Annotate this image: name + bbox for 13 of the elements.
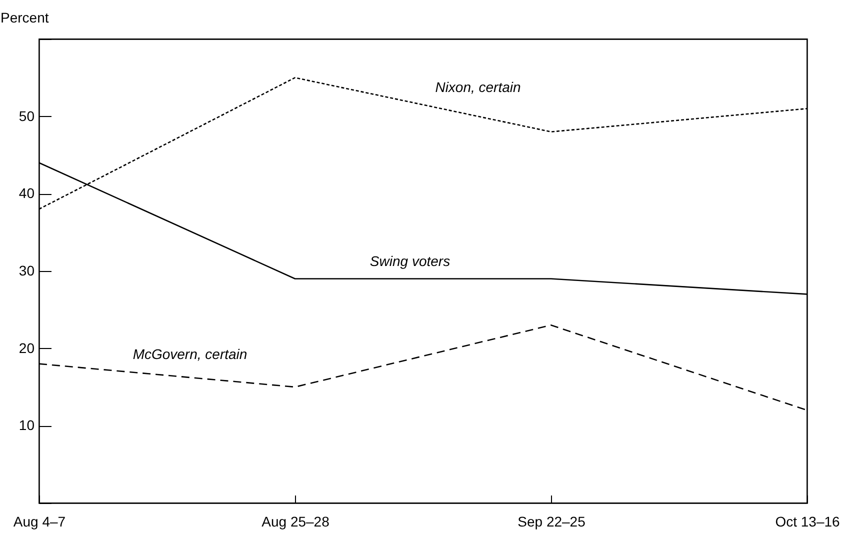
y-tick-label: 20 (18, 340, 35, 356)
x-tick-label: Oct 13–16 (775, 514, 840, 530)
series-label: Nixon, certain (435, 79, 522, 95)
series-label: McGovern, certain (132, 346, 248, 362)
y-tick-label: 30 (18, 262, 35, 278)
x-tick-label: Sep 22–25 (518, 514, 586, 530)
series-label: Swing voters (370, 253, 450, 269)
y-tick-label: 50 (18, 108, 35, 124)
y-axis-title: Percent (0, 10, 49, 26)
x-tick-label: Aug 25–28 (262, 514, 330, 530)
y-tick-label: 10 (18, 417, 35, 434)
y-tick-label: 40 (18, 185, 35, 202)
x-tick-label: Aug 4–7 (13, 514, 66, 530)
